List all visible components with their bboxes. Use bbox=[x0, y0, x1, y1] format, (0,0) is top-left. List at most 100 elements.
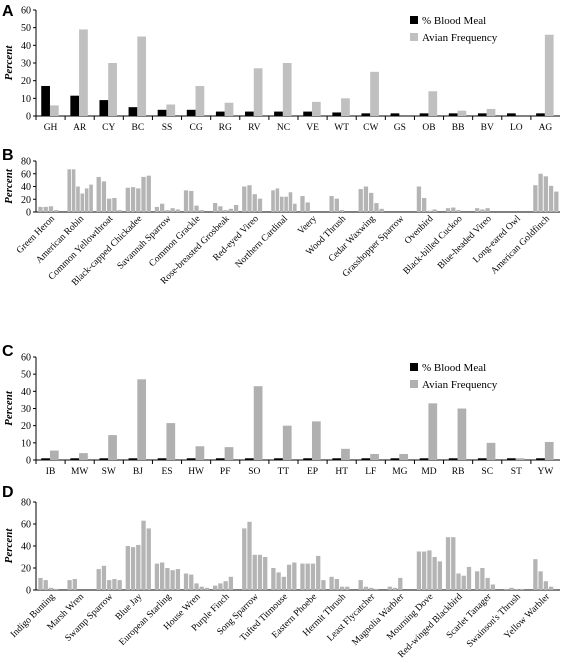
bar bbox=[310, 563, 316, 590]
bar bbox=[228, 576, 234, 590]
bar-blood-meal bbox=[128, 458, 138, 460]
bar bbox=[504, 588, 509, 590]
bar bbox=[242, 528, 247, 590]
bar-blood-meal bbox=[303, 458, 312, 460]
y-tick-label: 50 bbox=[21, 23, 31, 34]
x-category-label: PF bbox=[220, 467, 231, 477]
x-category-label: GS bbox=[394, 123, 406, 133]
bar bbox=[183, 190, 189, 212]
x-category-label: SS bbox=[162, 123, 173, 133]
legend-label: Avian Frequency bbox=[422, 32, 498, 44]
bar bbox=[165, 568, 170, 590]
bar-blood-meal bbox=[70, 95, 80, 116]
y-tick-label: 20 bbox=[21, 76, 31, 87]
bar bbox=[80, 193, 85, 212]
bar bbox=[141, 520, 146, 590]
bar-avian-frequency bbox=[544, 34, 554, 116]
bar-avian-frequency bbox=[166, 423, 176, 460]
bar bbox=[38, 206, 43, 212]
bar bbox=[48, 206, 54, 212]
bar bbox=[96, 569, 101, 590]
bar bbox=[263, 557, 268, 590]
bar-avian-frequency bbox=[515, 458, 525, 460]
bar bbox=[125, 546, 130, 590]
bar bbox=[271, 568, 276, 590]
bar bbox=[136, 544, 141, 590]
bar-blood-meal bbox=[332, 112, 342, 116]
bar bbox=[252, 554, 257, 590]
x-category-label: CW bbox=[363, 123, 378, 133]
bar bbox=[398, 577, 403, 590]
bar bbox=[175, 569, 181, 590]
bar bbox=[223, 581, 228, 590]
bar-blood-meal bbox=[99, 458, 109, 460]
legend-label: % Blood Meal bbox=[422, 362, 486, 374]
y-tick-label: 60 bbox=[21, 353, 31, 364]
x-category-label: AG bbox=[539, 123, 553, 133]
legend-label: Avian Frequency bbox=[422, 379, 498, 391]
x-category-label: SC bbox=[481, 467, 493, 477]
bar-blood-meal bbox=[41, 85, 50, 116]
y-tick-label: 80 bbox=[21, 157, 31, 168]
bar bbox=[43, 580, 48, 590]
bar-avian-frequency bbox=[108, 435, 117, 460]
bar bbox=[461, 575, 466, 590]
y-tick-label: 10 bbox=[21, 94, 31, 105]
bar-avian-frequency bbox=[137, 36, 147, 116]
bar bbox=[271, 190, 275, 212]
bar bbox=[212, 203, 218, 212]
y-tick-label: 50 bbox=[21, 370, 31, 381]
bar bbox=[223, 210, 228, 212]
bar bbox=[257, 554, 263, 590]
bar bbox=[369, 192, 374, 212]
bar-avian-frequency bbox=[428, 403, 438, 460]
bar bbox=[374, 588, 379, 590]
bar bbox=[300, 196, 305, 212]
bar bbox=[199, 586, 204, 590]
bar bbox=[257, 198, 263, 212]
y-axis-label: Percent bbox=[3, 45, 15, 81]
bar bbox=[125, 187, 130, 212]
y-axis-label: Percent bbox=[3, 528, 15, 564]
bar bbox=[48, 587, 54, 590]
bar bbox=[101, 181, 107, 212]
bar-blood-meal bbox=[390, 113, 400, 116]
bar-blood-meal bbox=[215, 111, 225, 116]
bar bbox=[316, 555, 321, 590]
x-category-label: ST bbox=[511, 467, 522, 477]
x-category-label: Common Grackle bbox=[148, 214, 203, 269]
bar-avian-frequency bbox=[282, 425, 292, 460]
bar bbox=[43, 206, 48, 212]
bar bbox=[242, 186, 247, 212]
legend-swatch bbox=[410, 33, 418, 41]
bar bbox=[189, 574, 194, 590]
x-category-label: BB bbox=[452, 123, 465, 133]
bar bbox=[170, 570, 175, 590]
bar bbox=[345, 586, 350, 590]
bar-avian-frequency bbox=[137, 379, 147, 460]
bar-blood-meal bbox=[157, 109, 167, 116]
x-category-label: BJ bbox=[133, 467, 143, 477]
legend-swatch bbox=[410, 363, 418, 371]
bar bbox=[247, 185, 252, 212]
bar bbox=[379, 208, 384, 212]
x-category-label: VE bbox=[306, 123, 319, 133]
bar bbox=[117, 210, 122, 212]
bar-avian-frequency bbox=[544, 441, 554, 460]
bar-avian-frequency bbox=[49, 105, 59, 116]
bar bbox=[76, 186, 80, 212]
bar-blood-meal bbox=[332, 458, 342, 460]
y-tick-label: 0 bbox=[26, 112, 31, 123]
bar bbox=[218, 583, 223, 590]
bar-blood-meal bbox=[157, 458, 167, 460]
bar-blood-meal bbox=[419, 458, 429, 460]
y-tick-label: 30 bbox=[21, 59, 31, 70]
bar bbox=[548, 586, 554, 590]
bar bbox=[212, 585, 218, 590]
x-category-label: Magnolia Warbler bbox=[351, 591, 407, 647]
bar bbox=[146, 175, 151, 212]
y-tick-label: 40 bbox=[21, 41, 31, 52]
panel-letter: B bbox=[2, 147, 14, 164]
